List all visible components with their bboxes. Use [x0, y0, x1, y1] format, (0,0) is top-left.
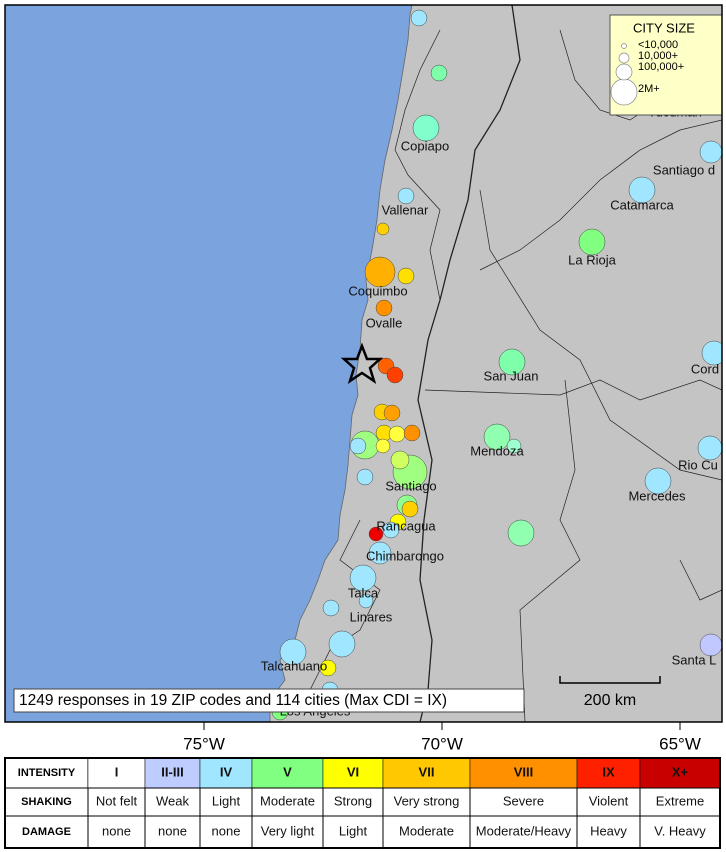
shaking-label: Very strong: [394, 793, 460, 808]
legend-frame: [4, 757, 721, 849]
city-label: Mercedes: [628, 488, 686, 503]
intensity-label: VII: [419, 764, 435, 779]
intensity-label: IX: [602, 764, 615, 779]
damage-label: none: [158, 823, 187, 838]
city-size-title: CITY SIZE: [633, 20, 695, 35]
legend-cell: [322, 815, 384, 849]
city-label: Catamarca: [610, 197, 674, 212]
legend-cell: [144, 787, 201, 817]
city-label: Talcahuano: [261, 658, 328, 673]
legend-cell: [576, 815, 641, 849]
shaking-label: Violent: [589, 793, 629, 808]
city-label: Cord: [691, 361, 719, 376]
city-label: Chimbarongo: [366, 548, 444, 563]
longitude-label: 70°W: [421, 734, 463, 753]
city-label: La Rioja: [568, 252, 616, 267]
legend-cell: [639, 815, 721, 849]
intensity-label: IV: [220, 764, 233, 779]
city-label: Vallenar: [382, 202, 429, 217]
city-label: Talca: [348, 585, 379, 600]
shaking-label: Extreme: [656, 793, 704, 808]
intensity-label: V: [283, 764, 292, 779]
legend-cell: [382, 815, 471, 849]
row-label-cell: [4, 757, 89, 789]
damage-label: Moderate: [399, 823, 454, 838]
damage-label: Very light: [261, 823, 315, 838]
scale-bar: [559, 676, 661, 684]
intensity-label: X+: [672, 764, 689, 779]
scale-label: 200 km: [584, 692, 636, 709]
intensity-label: VIII: [514, 764, 534, 779]
intensity-label: I: [115, 764, 119, 779]
shaking-label: Weak: [156, 793, 189, 808]
city-label: Linares: [350, 609, 393, 624]
city-size-entry: 2M+: [638, 83, 660, 95]
city-label: Coquimbo: [348, 283, 407, 298]
legend-cell: [199, 757, 253, 789]
legend-cell: [576, 757, 641, 789]
damage-label: Heavy: [590, 823, 627, 838]
city-label: Ovalle: [366, 315, 403, 330]
city-label: Santiago: [385, 478, 436, 493]
legend-cell: [87, 787, 146, 817]
shaking-label: Light: [212, 793, 241, 808]
epicenter-star: [340, 342, 384, 384]
shaking-label: Moderate: [260, 793, 315, 808]
longitude-labels: 75°W 70°W 65°W: [183, 734, 701, 753]
legend-cell: [576, 787, 641, 817]
city-labels: Copiapo Vallenar Coquimbo Ovalle San Juan Men…: [261, 104, 719, 718]
longitude-label: 75°W: [183, 734, 225, 753]
lon-ticks: [203, 722, 681, 730]
legend-cell: [382, 787, 471, 817]
map-frame: [4, 4, 723, 723]
row-label: SHAKING: [21, 796, 72, 808]
city-label: San Juan: [484, 368, 539, 383]
row-label-cell: [4, 815, 89, 849]
city-label: Rancagua: [376, 518, 436, 533]
city-label: Rio Cu: [678, 457, 718, 472]
city-label: Copiapo: [401, 138, 449, 153]
legend-cell: [469, 757, 578, 789]
city-size-entry: 10,000+: [638, 50, 678, 62]
map: Copiapo Vallenar Coquimbo Ovalle San Juan Men…: [5, 5, 722, 722]
legend-cell: [144, 757, 201, 789]
row-label: DAMAGE: [22, 826, 71, 838]
row-label: INTENSITY: [18, 767, 76, 779]
damage-label: V. Heavy: [654, 823, 706, 838]
city-size-entry: 100,000+: [638, 61, 684, 73]
longitude-label: 65°W: [659, 734, 701, 753]
damage-label: none: [212, 823, 241, 838]
city-label: Santiago d: [653, 162, 715, 177]
legend-cell: [87, 757, 146, 789]
legend-cell: [469, 815, 578, 849]
summary: 1249 responses in 19 ZIP codes and 114 c…: [19, 692, 447, 709]
damage-label: none: [102, 823, 131, 838]
damage-label: Moderate/Heavy: [476, 823, 572, 838]
shaking-label: Severe: [503, 793, 544, 808]
intensity-legend: INTENSITY I II-III IV V VI VII VIII IX X+ SHAKING N…: [4, 757, 721, 849]
intensity-label: II-III: [161, 764, 183, 779]
summary-box: [13, 688, 525, 713]
damage-label: Light: [339, 823, 368, 838]
shaking-label: Not felt: [96, 793, 138, 808]
shaking-label: Strong: [334, 793, 372, 808]
city-label: Mendoza: [470, 443, 524, 458]
city-label: Santa L: [672, 652, 717, 667]
city-size-entry: <10,000: [638, 39, 678, 51]
intensity-label: VI: [347, 764, 359, 779]
legend-cell: [199, 787, 253, 817]
